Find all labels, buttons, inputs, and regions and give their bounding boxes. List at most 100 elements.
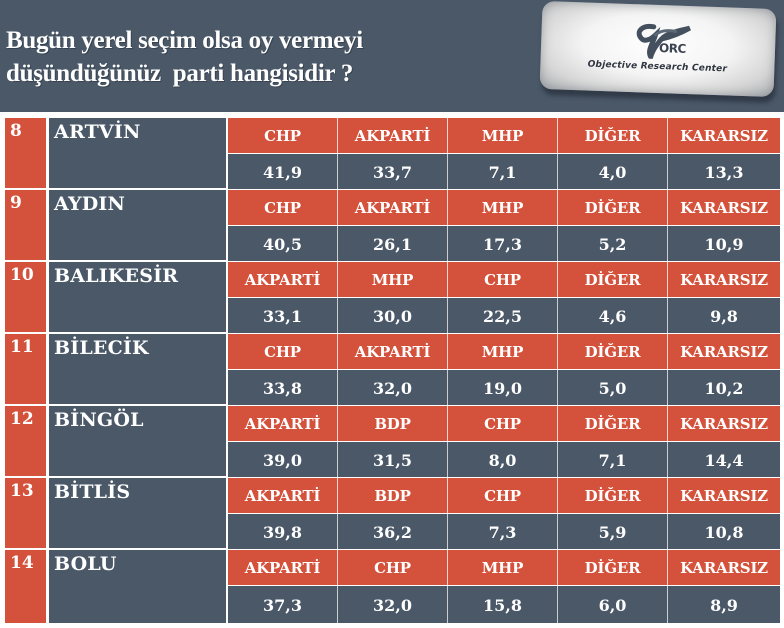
- party-label: MHP: [338, 262, 448, 297]
- party-label: DİĞER: [558, 550, 668, 585]
- vote-share-value: 4,6: [558, 298, 668, 333]
- logo-caption: Objective Research Center: [587, 59, 728, 75]
- vote-share-value: 32,0: [338, 370, 448, 405]
- province-block: 13 BİTLİS AKPARTİ BDP CHP DİĞER KARARSIZ…: [0, 478, 784, 550]
- party-label: DİĞER: [558, 334, 668, 369]
- party-label: AKPARTİ: [338, 190, 448, 225]
- province-name: BİTLİS: [49, 478, 226, 548]
- party-label: MHP: [448, 334, 558, 369]
- party-label: KARARSIZ: [668, 550, 780, 585]
- vote-share-value: 30,0: [338, 298, 448, 333]
- vote-share-value: 5,2: [558, 226, 668, 261]
- vote-share-value: 33,8: [228, 370, 338, 405]
- result-cells: CHP AKPARTİ MHP DİĞER KARARSIZ 40,5 26,1…: [228, 190, 780, 262]
- party-label: DİĞER: [558, 406, 668, 441]
- province-name: BOLU: [49, 550, 226, 623]
- province-name: BİNGÖL: [49, 406, 226, 476]
- party-label: DİĞER: [558, 118, 668, 153]
- party-label: CHP: [228, 190, 338, 225]
- vote-share-value: 10,8: [668, 514, 780, 549]
- party-label: MHP: [448, 190, 558, 225]
- vote-share-value: 5,0: [558, 370, 668, 405]
- party-label: MHP: [448, 550, 558, 585]
- vote-share-value: 5,9: [558, 514, 668, 549]
- province-block: 10 BALIKESİR AKPARTİ MHP CHP DİĞER KARAR…: [0, 262, 784, 334]
- row-number: 11: [5, 334, 46, 404]
- party-header-row: AKPARTİ BDP CHP DİĞER KARARSIZ: [228, 406, 780, 441]
- vote-share-row: 41,9 33,7 7,1 4,0 13,3: [228, 154, 780, 189]
- vote-share-value: 7,1: [448, 154, 558, 189]
- vote-share-value: 6,0: [558, 586, 668, 623]
- province-block: 8 ARTVİN CHP AKPARTİ MHP DİĞER KARARSIZ …: [0, 118, 784, 190]
- vote-share-value: 41,9: [228, 154, 338, 189]
- party-label: AKPARTİ: [228, 262, 338, 297]
- party-label: AKPARTİ: [338, 334, 448, 369]
- party-label: DİĞER: [558, 262, 668, 297]
- party-header-row: CHP AKPARTİ MHP DİĞER KARARSIZ: [228, 190, 780, 225]
- result-cells: CHP AKPARTİ MHP DİĞER KARARSIZ 33,8 32,0…: [228, 334, 780, 406]
- vote-share-value: 26,1: [338, 226, 448, 261]
- party-header-row: CHP AKPARTİ MHP DİĞER KARARSIZ: [228, 334, 780, 369]
- row-number: 10: [5, 262, 46, 332]
- party-label: KARARSIZ: [668, 190, 780, 225]
- province-block: 11 BİLECİK CHP AKPARTİ MHP DİĞER KARARSI…: [0, 334, 784, 406]
- party-label: AKPARTİ: [228, 550, 338, 585]
- vote-share-value: 32,0: [338, 586, 448, 623]
- vote-share-value: 10,2: [668, 370, 780, 405]
- party-header-row: AKPARTİ CHP MHP DİĞER KARARSIZ: [228, 550, 780, 585]
- result-cells: AKPARTİ BDP CHP DİĞER KARARSIZ 39,8 36,2…: [228, 478, 780, 550]
- row-number: 12: [5, 406, 46, 476]
- vote-share-value: 19,0: [448, 370, 558, 405]
- party-label: KARARSIZ: [668, 118, 780, 153]
- province-name: ARTVİN: [49, 118, 226, 188]
- vote-share-value: 33,1: [228, 298, 338, 333]
- vote-share-value: 39,0: [228, 442, 338, 477]
- party-label: MHP: [448, 118, 558, 153]
- party-label: CHP: [448, 406, 558, 441]
- vote-share-value: 7,1: [558, 442, 668, 477]
- vote-share-value: 39,8: [228, 514, 338, 549]
- poll-results-table: 8 ARTVİN CHP AKPARTİ MHP DİĞER KARARSIZ …: [0, 118, 784, 624]
- result-cells: AKPARTİ MHP CHP DİĞER KARARSIZ 33,1 30,0…: [228, 262, 780, 334]
- vote-share-value: 17,3: [448, 226, 558, 261]
- vote-share-row: 33,1 30,0 22,5 4,6 9,8: [228, 298, 780, 333]
- result-cells: AKPARTİ CHP MHP DİĞER KARARSIZ 37,3 32,0…: [228, 550, 780, 623]
- vote-share-value: 10,9: [668, 226, 780, 261]
- row-number: 9: [5, 190, 46, 260]
- party-label: BDP: [338, 406, 448, 441]
- orc-logo: ORC Objective Research Center: [539, 0, 777, 98]
- party-label: AKPARTİ: [228, 478, 338, 513]
- party-header-row: CHP AKPARTİ MHP DİĞER KARARSIZ: [228, 118, 780, 153]
- title-line-1: Bugün yerel seçim olsa oy vermeyi: [6, 27, 363, 54]
- vote-share-value: 8,9: [668, 586, 780, 623]
- row-number: 13: [5, 478, 46, 548]
- province-name: BİLECİK: [49, 334, 226, 404]
- province-block: 9 AYDIN CHP AKPARTİ MHP DİĞER KARARSIZ 4…: [0, 190, 784, 262]
- party-label: KARARSIZ: [668, 406, 780, 441]
- vote-share-value: 8,0: [448, 442, 558, 477]
- vote-share-value: 36,2: [338, 514, 448, 549]
- orc-butterfly-logo-icon: [636, 23, 691, 61]
- row-number: 8: [5, 118, 46, 188]
- header-banner: Bugün yerel seçim olsa oy vermeyi düşünd…: [0, 0, 784, 112]
- vote-share-value: 22,5: [448, 298, 558, 333]
- row-number: 14: [5, 550, 46, 623]
- vote-share-value: 14,4: [668, 442, 780, 477]
- province-name: BALIKESİR: [49, 262, 226, 332]
- vote-share-value: 4,0: [558, 154, 668, 189]
- party-label: BDP: [338, 478, 448, 513]
- logo-mark-text: ORC: [658, 41, 687, 56]
- result-cells: CHP AKPARTİ MHP DİĞER KARARSIZ 41,9 33,7…: [228, 118, 780, 190]
- vote-share-value: 9,8: [668, 298, 780, 333]
- party-label: AKPARTİ: [228, 406, 338, 441]
- vote-share-value: 33,7: [338, 154, 448, 189]
- vote-share-row: 37,3 32,0 15,8 6,0 8,9: [228, 586, 780, 623]
- title-line-2: düşündüğünüz parti hangisidir ?: [6, 60, 354, 87]
- party-label: DİĞER: [558, 190, 668, 225]
- vote-share-value: 31,5: [338, 442, 448, 477]
- vote-share-value: 37,3: [228, 586, 338, 623]
- vote-share-row: 40,5 26,1 17,3 5,2 10,9: [228, 226, 780, 261]
- party-label: CHP: [448, 262, 558, 297]
- province-block: 12 BİNGÖL AKPARTİ BDP CHP DİĞER KARARSIZ…: [0, 406, 784, 478]
- party-label: CHP: [338, 550, 448, 585]
